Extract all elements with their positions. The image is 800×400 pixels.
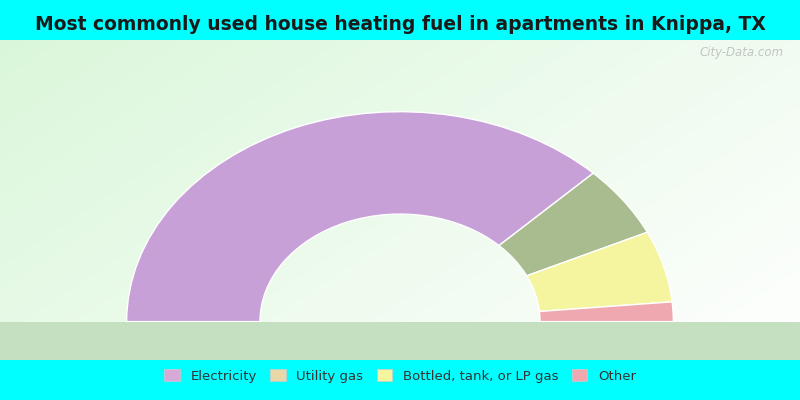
Wedge shape [126, 112, 594, 322]
Wedge shape [526, 232, 672, 312]
Text: City-Data.com: City-Data.com [700, 46, 784, 59]
Polygon shape [0, 322, 800, 360]
Text: Most commonly used house heating fuel in apartments in Knippa, TX: Most commonly used house heating fuel in… [34, 14, 766, 34]
Wedge shape [539, 302, 674, 322]
Legend: Electricity, Utility gas, Bottled, tank, or LP gas, Other: Electricity, Utility gas, Bottled, tank,… [158, 364, 642, 388]
Wedge shape [499, 173, 647, 276]
